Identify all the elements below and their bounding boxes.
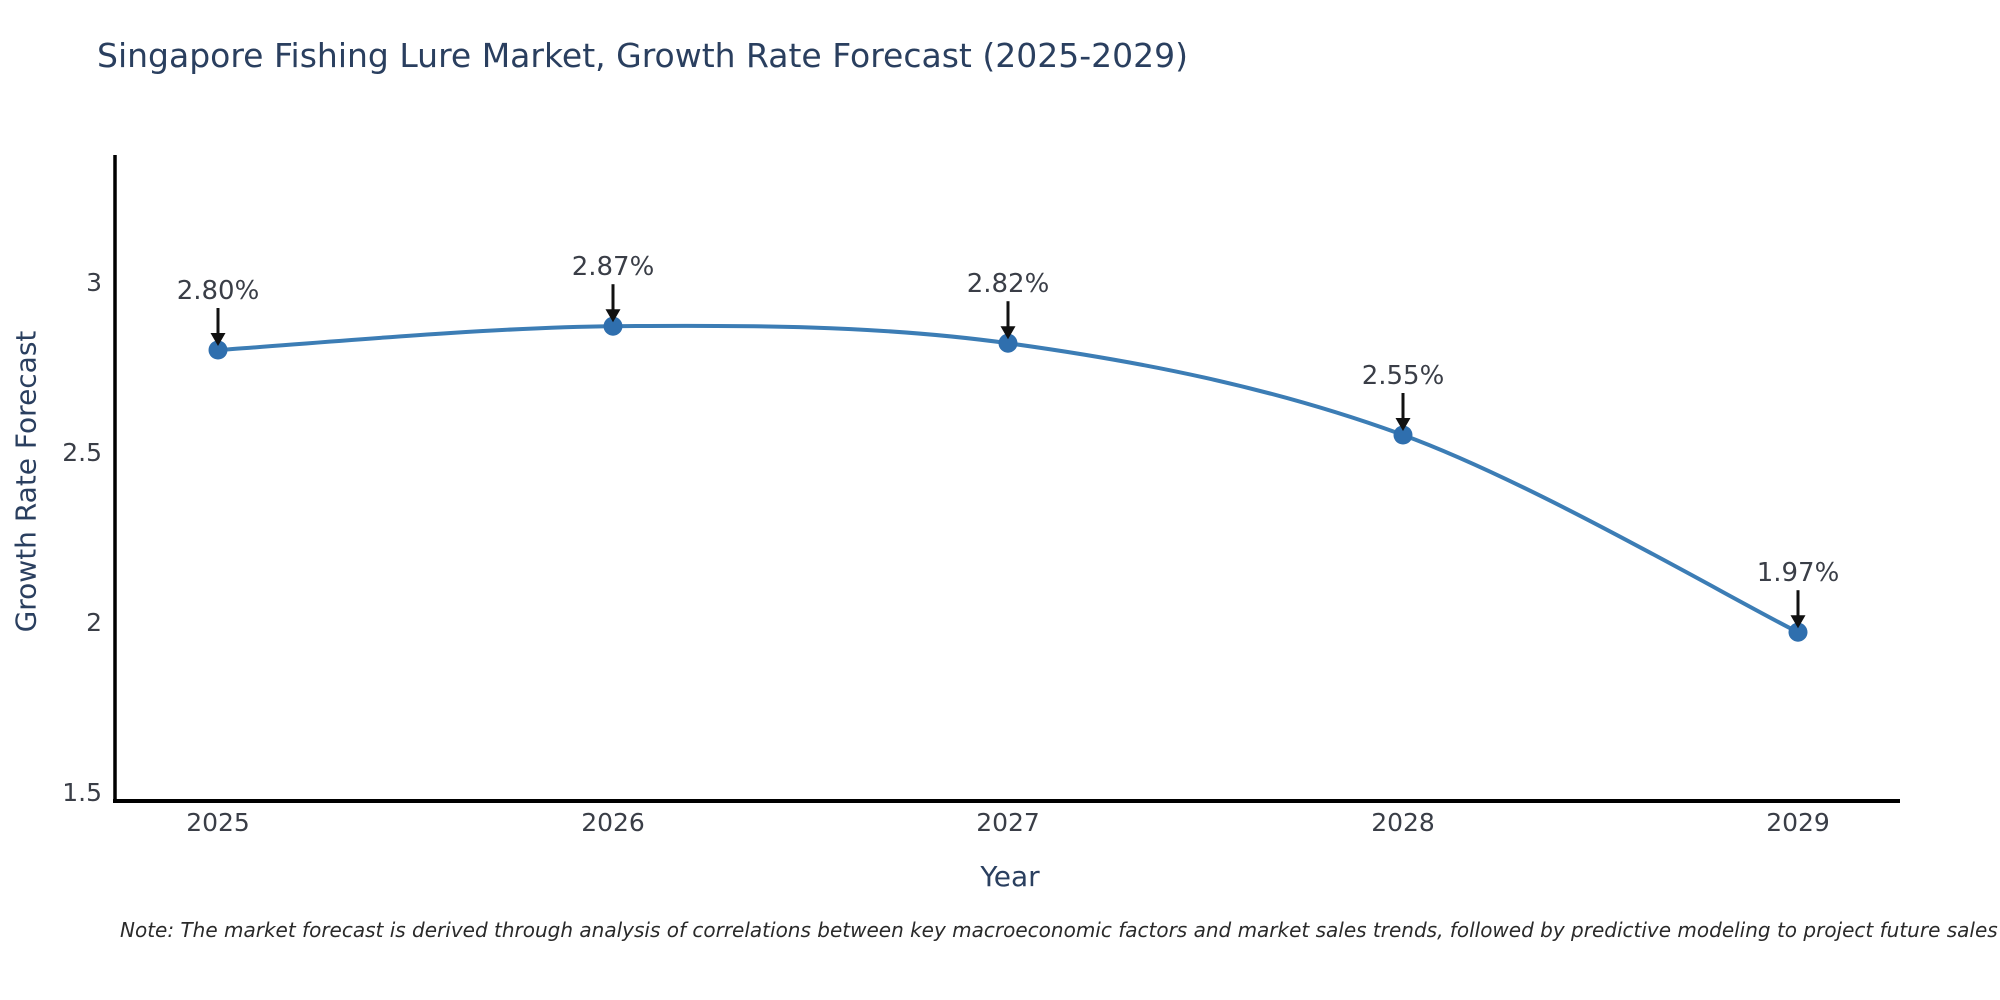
annotation-arrow-head: [1790, 615, 1806, 629]
data-point: [603, 316, 623, 336]
y-tick-label: 2.5: [62, 438, 102, 467]
x-tick-label: 2027: [976, 808, 1040, 837]
x-tick-label: 2026: [581, 808, 645, 837]
footnote: Note: The market forecast is derived thr…: [120, 918, 1998, 942]
annotation-arrow-head: [1395, 418, 1411, 431]
annotation-arrow-head: [1000, 326, 1016, 340]
annotation-label: 2.82%: [967, 269, 1050, 299]
data-point: [1788, 622, 1808, 642]
x-tick-label: 2029: [1766, 808, 1830, 837]
data-point: [998, 333, 1018, 353]
y-axis-title: Growth Rate Forecast: [9, 330, 43, 633]
x-tick-label: 2025: [186, 808, 250, 837]
annotation-label: 2.80%: [177, 276, 260, 306]
y-tick-label: 2: [86, 608, 102, 637]
annotation-arrow-head: [605, 309, 621, 323]
annotation-label: 2.87%: [572, 252, 655, 282]
data-point: [1393, 425, 1413, 445]
data-point: [208, 340, 228, 360]
annotation-arrow-head: [210, 333, 226, 346]
x-tick-label: 2028: [1371, 808, 1435, 837]
y-tick-label: 3: [86, 268, 102, 297]
annotation-label: 2.55%: [1362, 361, 1445, 391]
x-axis-title: Year: [980, 860, 1040, 893]
y-tick-label: 1.5: [62, 778, 102, 807]
chart-title: Singapore Fishing Lure Market, Growth Ra…: [97, 36, 1188, 75]
series-line: [216, 323, 1800, 635]
annotation-label: 1.97%: [1757, 558, 1840, 588]
